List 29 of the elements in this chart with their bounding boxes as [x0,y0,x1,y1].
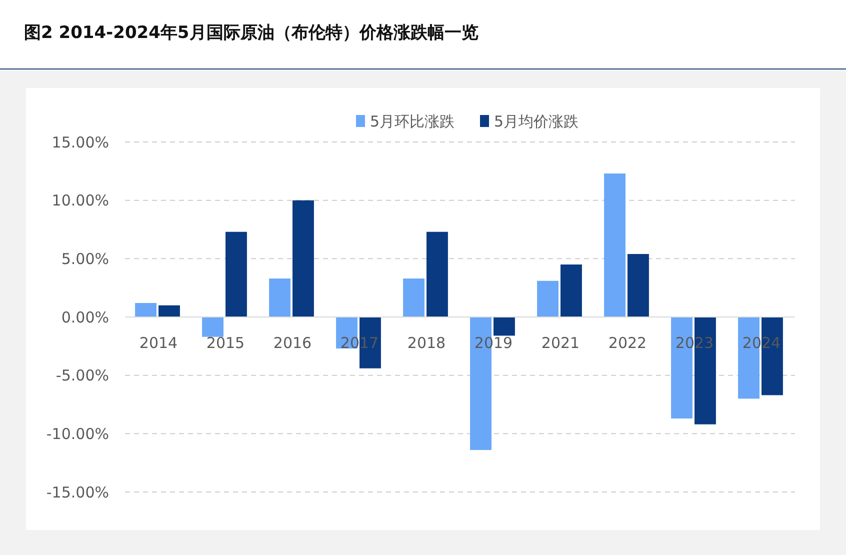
bar [426,232,448,317]
x-tick-label: 2015 [206,334,245,352]
bar [135,303,156,317]
x-tick-label: 2016 [273,334,312,352]
bar [226,232,247,317]
y-tick-label: 15.00% [52,133,109,152]
y-tick-label: -5.00% [56,366,109,385]
x-tick-label: 2014 [139,334,178,352]
bar [560,264,582,317]
bar [604,174,626,317]
bar [269,278,290,317]
bar [537,280,558,317]
bar [494,317,515,336]
y-tick-label: -15.00% [46,483,109,502]
x-tick-label: 2022 [608,334,647,352]
bar [292,200,314,317]
bar [628,254,649,317]
y-tick-label: -10.00% [46,424,109,443]
y-tick-label: 10.00% [52,192,109,210]
bar [403,278,424,317]
y-tick-label: 0.00% [61,308,109,326]
chart-title: 图2 2014-2024年5月国际原油（布伦特）价格涨跌幅一览 [24,23,478,43]
legend-label: 5月均价涨跌 [494,112,579,130]
y-tick-label: 5.00% [61,250,109,268]
bar [202,317,224,337]
x-tick-label: 2018 [407,334,446,352]
legend-label: 5月环比涨跌 [370,112,455,130]
bar [158,305,180,317]
x-tick-label: 2021 [541,334,580,352]
